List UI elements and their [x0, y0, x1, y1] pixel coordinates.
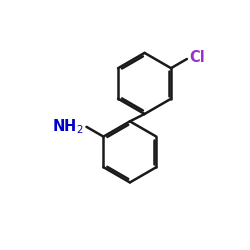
Text: Cl: Cl — [189, 50, 204, 65]
Text: NH$_2$: NH$_2$ — [52, 117, 84, 136]
